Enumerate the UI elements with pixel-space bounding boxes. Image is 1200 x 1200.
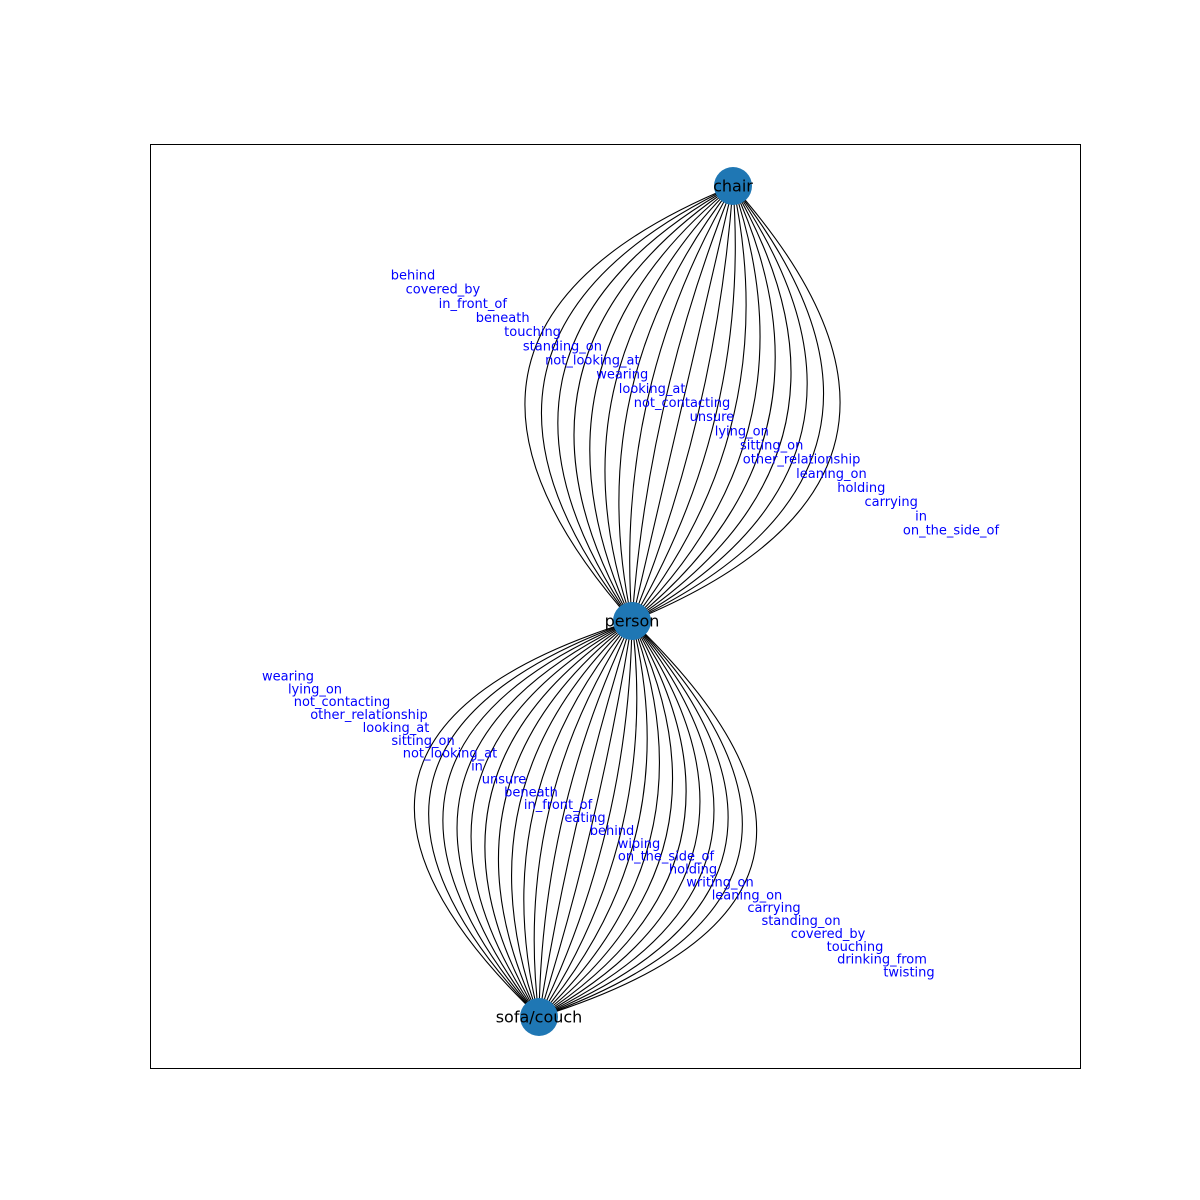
edge-label: touching bbox=[504, 325, 561, 340]
edge-label: twisting bbox=[883, 966, 934, 981]
edge-person-chair-touching bbox=[589, 185, 734, 622]
edge-labels-layer: behindcovered_byin_front_ofbeneathtouchi… bbox=[262, 269, 1000, 981]
edge-person-chair-beneath bbox=[573, 185, 734, 622]
edge-label: wearing bbox=[262, 670, 314, 685]
edge-label: carrying bbox=[747, 901, 800, 916]
edge-person-sofa-touching bbox=[442, 620, 633, 1018]
edge-label: leaning_on bbox=[712, 888, 783, 903]
node-label-person: person bbox=[605, 612, 660, 631]
edge-label: leaning_on bbox=[796, 467, 867, 482]
edge-person-sofa-wearing bbox=[538, 620, 758, 1018]
edge-person-chair-behind bbox=[524, 185, 734, 622]
edge-label: not_contacting bbox=[294, 695, 391, 710]
edge-person-sofa-eating bbox=[538, 620, 633, 1018]
edge-label: beneath bbox=[476, 311, 530, 326]
edge-person-chair-unsure bbox=[631, 185, 734, 622]
edge-label: beneath bbox=[504, 785, 558, 800]
edge-label: looking_at bbox=[363, 721, 430, 736]
edge-person-chair-in-front-of bbox=[557, 185, 734, 622]
edge-label: wearing bbox=[596, 368, 648, 383]
edge-label: sitting_on bbox=[740, 439, 803, 454]
plot-frame bbox=[150, 144, 1081, 1069]
edge-label: carrying bbox=[865, 495, 918, 510]
edge-person-chair-on-the-side-of bbox=[631, 185, 841, 622]
node-chair bbox=[714, 167, 752, 205]
edge-label: not_looking_at bbox=[403, 747, 498, 762]
edge-person-sofa-in bbox=[538, 620, 660, 1018]
edge-label: eating bbox=[564, 811, 605, 826]
edge-label: standing_on bbox=[761, 914, 840, 929]
edge-person-chair-wearing bbox=[629, 185, 734, 622]
edge-person-sofa-looking-at bbox=[538, 620, 701, 1018]
edge-person-sofa-lying-on bbox=[538, 620, 743, 1018]
edge-label: in bbox=[471, 760, 483, 775]
edge-person-chair-not-contacting bbox=[631, 185, 734, 622]
edge-label: standing_on bbox=[523, 339, 602, 354]
edge-label: lying_on bbox=[288, 682, 342, 697]
edge-person-chair-carrying bbox=[631, 185, 808, 622]
edge-person-sofa-other-relationship bbox=[538, 620, 715, 1018]
edge-label: in_front_of bbox=[439, 297, 508, 312]
edge-person-chair-covered-by bbox=[541, 185, 734, 622]
edge-person-chair-sitting-on bbox=[631, 185, 747, 622]
edge-label: not_looking_at bbox=[545, 354, 640, 369]
edge-person-chair-standing-on bbox=[604, 185, 734, 622]
node-sofa bbox=[520, 998, 558, 1036]
edge-person-sofa-behind bbox=[538, 620, 633, 1018]
edge-label: unsure bbox=[690, 410, 735, 425]
edge-person-chair-holding bbox=[631, 185, 792, 622]
edge-person-sofa-in-front-of bbox=[538, 620, 633, 1018]
edge-label: not_contacting bbox=[634, 396, 731, 411]
edges-layer bbox=[413, 185, 841, 1018]
edge-label: on_the_side_of bbox=[618, 850, 715, 865]
edge-person-sofa-leaning-on bbox=[497, 620, 633, 1018]
node-person bbox=[613, 602, 651, 640]
nodes-layer: chair person sofa/couch bbox=[496, 167, 753, 1036]
edge-label: holding bbox=[837, 481, 885, 496]
edge-person-chair-not-looking-at bbox=[618, 185, 734, 622]
edge-person-sofa-drinking-from bbox=[428, 620, 633, 1018]
edge-person-sofa-writing-on bbox=[511, 620, 633, 1018]
edge-label: on_the_side_of bbox=[903, 524, 1000, 539]
edge-person-sofa-sitting-on bbox=[538, 620, 687, 1018]
edge-label: holding bbox=[669, 863, 717, 878]
edge-label: unsure bbox=[482, 772, 527, 787]
edge-person-sofa-carrying bbox=[484, 620, 633, 1018]
edge-label: looking_at bbox=[619, 382, 686, 397]
edge-person-chair-lying-on bbox=[631, 185, 736, 622]
edge-label: covered_by bbox=[406, 283, 481, 298]
node-label-chair: chair bbox=[713, 177, 753, 196]
edge-person-sofa-holding bbox=[523, 620, 633, 1018]
edge-person-sofa-not-contacting bbox=[538, 620, 729, 1018]
edge-person-chair-leaning-on bbox=[631, 185, 776, 622]
edge-label: in_front_of bbox=[524, 798, 593, 813]
edge-person-chair-other-relationship bbox=[631, 185, 761, 622]
edge-label: sitting_on bbox=[391, 734, 454, 749]
edge-person-sofa-beneath bbox=[538, 620, 638, 1018]
edge-person-sofa-standing-on bbox=[470, 620, 633, 1018]
edge-label: writing_on bbox=[686, 875, 753, 890]
edge-label: in bbox=[915, 509, 927, 524]
edge-person-sofa-covered-by bbox=[456, 620, 633, 1018]
edge-person-sofa-wiping bbox=[538, 620, 633, 1018]
edge-person-sofa-not-looking-at bbox=[538, 620, 674, 1018]
edge-person-sofa-unsure bbox=[538, 620, 648, 1018]
edge-person-chair-in bbox=[631, 185, 824, 622]
edge-label: covered_by bbox=[791, 927, 866, 942]
edge-label: touching bbox=[827, 940, 884, 955]
edge-label: drinking_from bbox=[837, 953, 927, 968]
edge-person-sofa-twisting bbox=[413, 620, 633, 1018]
edge-label: other_relationship bbox=[310, 708, 428, 723]
edge-label: behind bbox=[391, 269, 436, 284]
node-label-sofa: sofa/couch bbox=[496, 1008, 583, 1027]
edge-label: lying_on bbox=[715, 424, 769, 439]
edge-label: other_relationship bbox=[743, 453, 861, 468]
edge-label: behind bbox=[590, 824, 635, 839]
edge-person-chair-looking-at bbox=[631, 185, 734, 622]
edge-label: wiping bbox=[618, 837, 661, 852]
edge-person-sofa-on-the-side-of bbox=[533, 620, 633, 1018]
